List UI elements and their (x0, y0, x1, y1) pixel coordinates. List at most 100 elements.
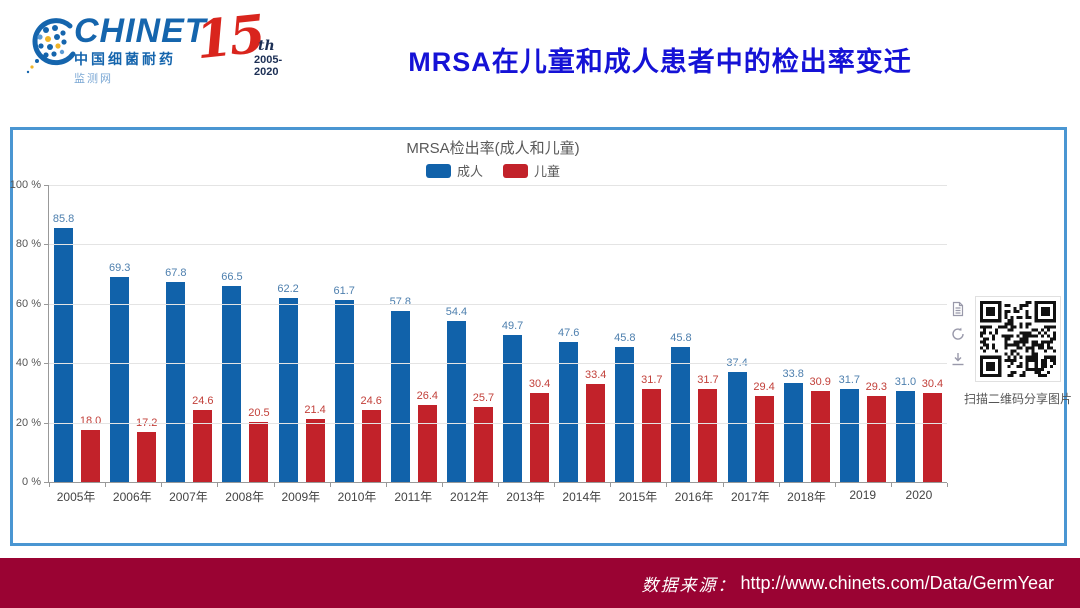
y-tick-mark (44, 422, 49, 424)
bar: 69.3 (109, 262, 130, 483)
bar-value-label: 18.0 (79, 414, 102, 427)
chinet-logo: CHINET 中国细菌耐药 监测网 (24, 14, 207, 86)
bar: 31.7 (641, 374, 663, 483)
bars-container: 85.8 18.0 69.3 17.2 67.8 24.6 66.5 20.5 62.2 21.4… (49, 186, 947, 483)
chart-title: MRSA检出率(成人和儿童) (406, 140, 580, 157)
qr-code (980, 301, 1056, 377)
x-axis-category-label: 2017年 (730, 490, 770, 504)
x-axis-category-label: 2014年 (562, 490, 602, 504)
legend-item-adult[interactable]: 成人 (425, 161, 483, 180)
bar-group: 69.3 17.2 (105, 186, 161, 483)
bar: 66.5 (221, 271, 243, 483)
bar-value-label: 31.7 (697, 373, 719, 386)
data-source-url: http://www.chinets.com/Data/GermYear (740, 572, 1054, 593)
bar: 20.5 (248, 407, 270, 483)
bar: 24.6 (192, 395, 214, 483)
gridline: 40 % (16, 357, 947, 369)
x-axis-category-label: 2006年 (112, 490, 152, 504)
x-tick-mark (890, 483, 892, 487)
x-tick-mark (834, 483, 836, 487)
x-axis-category-label: 2012年 (450, 490, 489, 504)
x-axis-category-label: 2018年 (787, 490, 826, 504)
bar: 49.7 (502, 320, 523, 483)
x-axis-category-label: 2019 (849, 488, 877, 502)
x-axis-category-label: 2010年 (337, 490, 377, 504)
bar-group: 85.8 18.0 (49, 186, 105, 483)
bar: 26.4 (417, 390, 438, 483)
y-axis-tick-label: 40 % (15, 357, 41, 370)
bar-value-label: 20.5 (248, 407, 270, 420)
bar-value-label: 45.8 (670, 331, 692, 344)
bar: 21.4 (304, 404, 326, 483)
gridline: 100 % (10, 179, 947, 191)
bar-value-label: 49.7 (501, 320, 524, 333)
bar-group: 31.0 30.4 (891, 186, 947, 483)
bar: 18.0 (80, 415, 101, 483)
bar: 62.2 (277, 283, 299, 483)
bar: 30.4 (529, 378, 550, 483)
brand-subtitle-cn: 中国细菌耐药 (74, 51, 176, 67)
bar: 54.4 (446, 306, 467, 483)
bar-value-label: 26.4 (416, 389, 439, 402)
bar-group: 45.8 31.7 (666, 186, 722, 483)
bar-group: 61.7 24.6 (330, 186, 386, 483)
anniversary-logo: 15 th 2005-2020 (193, 4, 306, 78)
chart-legend: 成人 儿童 (13, 161, 973, 180)
x-tick-mark (610, 483, 612, 487)
bar-value-label: 33.8 (782, 367, 804, 380)
y-tick-mark (44, 303, 49, 305)
data-view-icon[interactable] (950, 301, 966, 317)
bar-value-label: 21.4 (304, 404, 326, 417)
anniversary-years: 2005-2020 (254, 54, 283, 78)
bar: 37.4 (726, 357, 748, 483)
bar-value-label: 61.7 (333, 284, 355, 297)
chinet-globe-icon (26, 18, 76, 74)
bar-value-label: 24.6 (360, 394, 382, 407)
bar: 33.8 (782, 368, 804, 483)
bar-group: 54.4 25.7 (442, 186, 498, 483)
legend-item-children[interactable]: 儿童 (503, 161, 560, 180)
x-tick-mark (217, 483, 219, 487)
legend-swatch-adult (425, 163, 451, 178)
y-tick-mark (44, 363, 49, 365)
data-source-label: 数据来源： (641, 575, 737, 595)
bar: 31.7 (697, 374, 719, 483)
bar-value-label: 57.8 (389, 296, 412, 309)
bar: 57.8 (390, 296, 411, 483)
x-tick-mark (273, 483, 275, 487)
restore-icon[interactable] (950, 326, 966, 342)
bar-value-label: 25.7 (472, 391, 495, 404)
bar: 24.6 (360, 395, 382, 483)
qr-code-box (975, 296, 1061, 382)
legend-swatch-children (503, 163, 528, 178)
bar-value-label: 31.0 (894, 375, 917, 388)
bar: 31.7 (839, 374, 860, 483)
gridline: 60 % (16, 298, 947, 310)
y-tick-mark (44, 244, 49, 246)
bar-group: 57.8 26.4 (386, 186, 442, 483)
legend-label-adult: 成人 (456, 164, 483, 179)
bar: 29.4 (753, 381, 775, 483)
x-tick-mark (666, 483, 668, 487)
bar-value-label: 47.6 (557, 326, 580, 339)
x-axis-category-label: 2009年 (281, 490, 321, 504)
x-tick-mark (778, 483, 780, 487)
plot-area: 85.8 18.0 69.3 17.2 67.8 24.6 66.5 20.5 62.2 21.4… (10, 179, 948, 488)
bar: 29.3 (866, 381, 887, 483)
bar-group: 67.8 24.6 (161, 186, 217, 483)
footer-bar: 数据来源： http://www.chinets.com/Data/GermYe… (0, 558, 1080, 608)
x-tick-mark (722, 483, 724, 487)
bar: 61.7 (333, 285, 355, 483)
x-axis-labels: 2005年 2006年 2007年 2008年 2009年 2010年 2011年 2012年… (48, 488, 947, 505)
bar: 33.4 (585, 369, 606, 483)
gridline: 0 % (22, 476, 947, 488)
bar-value-label: 62.2 (277, 283, 299, 296)
x-axis-category-label: 2008年 (225, 490, 264, 504)
x-tick-mark (947, 483, 948, 487)
bar-value-label: 54.4 (445, 306, 468, 319)
bar-value-label: 24.6 (192, 394, 214, 407)
bar-group: 66.5 20.5 (217, 186, 273, 483)
bar: 67.8 (165, 267, 187, 483)
save-image-icon[interactable] (950, 351, 966, 367)
